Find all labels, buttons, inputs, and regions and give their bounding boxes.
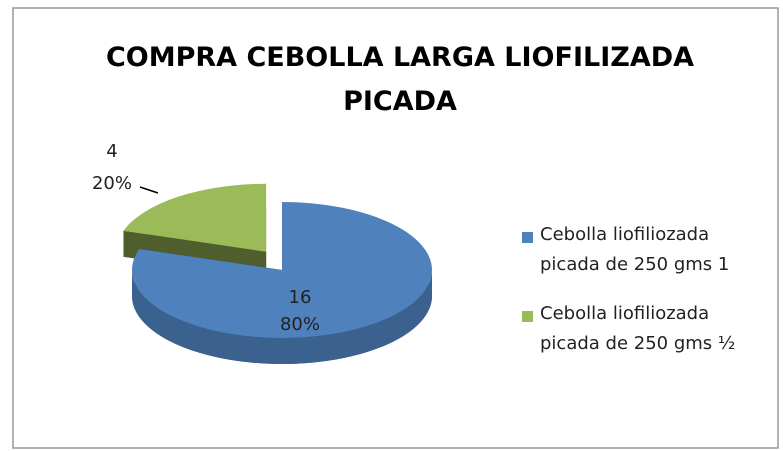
legend-label: Cebolla liofiliozada picada de 250 gms 1 [540, 224, 730, 275]
data-label-value: 4 [106, 141, 117, 162]
leader-line [139, 186, 159, 194]
pie-slice [123, 183, 267, 252]
legend-swatch [522, 232, 533, 243]
chart-border [12, 7, 779, 449]
chart-title: COMPRA CEBOLLA LARGA LIOFILIZADA PICADA [105, 42, 695, 117]
data-label-percent: 80% [280, 314, 320, 335]
data-label-value: 16 [289, 287, 312, 308]
data-label-percent: 20% [92, 173, 132, 194]
pie-slice-side [132, 270, 432, 364]
legend-swatch [522, 311, 533, 322]
legend-label: Cebolla liofiliozada picada de 250 gms ½ [540, 303, 736, 354]
pie-slice [132, 202, 432, 339]
